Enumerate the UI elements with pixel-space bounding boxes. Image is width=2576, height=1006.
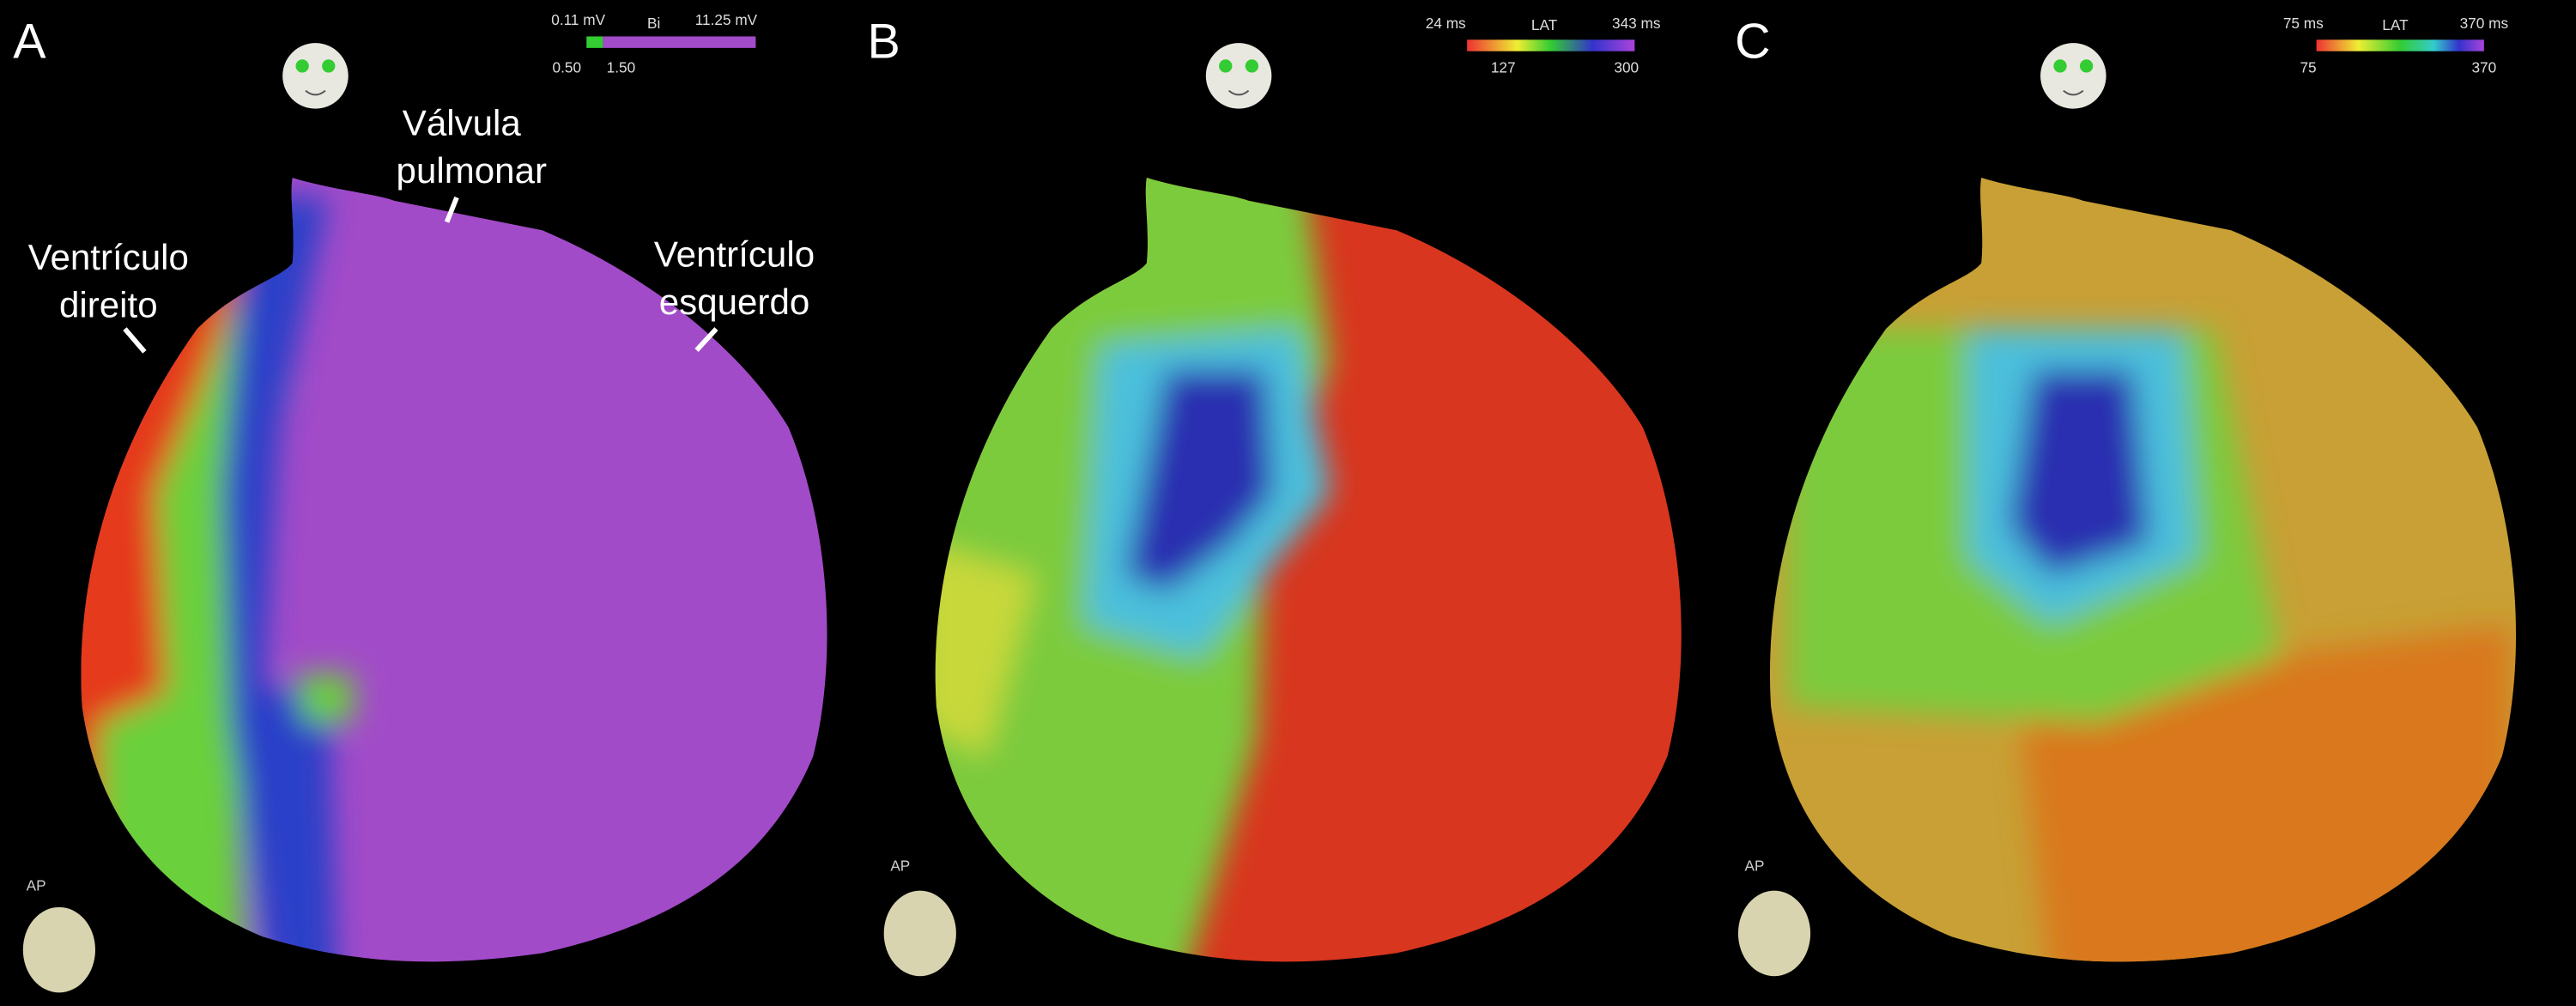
view-label: AP bbox=[1745, 858, 1765, 875]
colorbar-low: 127 bbox=[1491, 59, 1516, 76]
annotation: esquerdo bbox=[659, 282, 810, 322]
panel-c: C 75 ms LAT 370 ms 75 370 AP bbox=[1735, 14, 2517, 977]
view-icon: AP bbox=[883, 858, 956, 977]
colorbar bbox=[586, 36, 603, 48]
colorbar-high: 1.50 bbox=[607, 59, 636, 76]
colorbar-title: Bi bbox=[647, 15, 660, 32]
colorbar bbox=[2316, 39, 2484, 52]
view-label: AP bbox=[890, 858, 910, 875]
panel-label: C bbox=[1735, 14, 1770, 69]
colorbar bbox=[603, 36, 756, 48]
colorbar-title: LAT bbox=[2382, 16, 2409, 33]
colorbar-min: 0.11 mV bbox=[551, 11, 605, 28]
activation-map bbox=[1769, 178, 2517, 962]
activation-map bbox=[935, 178, 1682, 962]
panel-a: A Válvula pulmonar Ventrículo direito Ve… bbox=[13, 11, 827, 993]
colorbar-max: 370 ms bbox=[2460, 15, 2508, 32]
colorbar-low: 75 bbox=[2300, 59, 2316, 76]
colorbar-high: 370 bbox=[2471, 59, 2496, 76]
panel-b: B 24 ms LAT 343 ms 127 300 AP bbox=[868, 14, 1682, 977]
colorbar-min: 24 ms bbox=[1426, 15, 1466, 32]
orientation-face bbox=[1205, 43, 1272, 109]
annotation: direito bbox=[59, 285, 158, 325]
colorbar-high: 300 bbox=[1614, 59, 1639, 76]
view-icon: AP bbox=[22, 877, 96, 993]
view-label: AP bbox=[27, 877, 46, 894]
orientation-face bbox=[282, 43, 349, 109]
annotation: Válvula bbox=[403, 102, 522, 142]
panel-label: A bbox=[13, 14, 46, 69]
colorbar-min: 75 ms bbox=[2283, 15, 2324, 32]
arrows bbox=[123, 196, 718, 354]
colorbar-max: 11.25 mV bbox=[695, 11, 758, 28]
colorbar bbox=[1467, 39, 1635, 52]
colorbar-max: 343 ms bbox=[1612, 15, 1660, 32]
annotation: Ventrículo bbox=[28, 237, 189, 277]
colorbar-low: 0.50 bbox=[553, 59, 582, 76]
colorbar-title: LAT bbox=[1531, 16, 1558, 33]
annotation: Ventrículo bbox=[654, 233, 815, 274]
orientation-face bbox=[2040, 43, 2106, 109]
annotation: pulmonar bbox=[397, 150, 548, 191]
panel-label: B bbox=[868, 14, 900, 69]
view-icon: AP bbox=[1737, 858, 1811, 977]
